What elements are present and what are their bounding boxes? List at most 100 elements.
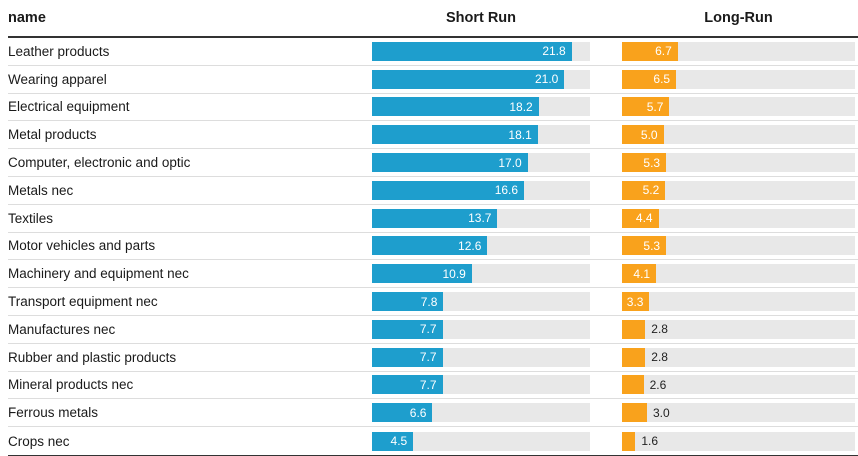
long-run-value-label-outside: 3.0 — [652, 405, 670, 420]
column-gap — [590, 121, 622, 148]
long-run-bar-track: 2.8 — [622, 319, 855, 339]
table-row: Motor vehicles and parts 12.6 5.3 — [8, 233, 858, 261]
header-row: name Short Run Long-Run — [8, 0, 858, 38]
short-run-bar-track: 16.6 — [372, 180, 590, 200]
column-gap — [590, 177, 622, 204]
row-label: Metal products — [8, 127, 97, 143]
long-run-bar-track: 6.7 — [622, 41, 855, 61]
long-run-bar: 4.1 — [622, 264, 657, 284]
long-run-bar — [622, 403, 647, 423]
row-label: Mineral products nec — [8, 377, 134, 393]
short-run-bar-track: 17.0 — [372, 153, 590, 173]
short-run-bar-track: 13.7 — [372, 208, 590, 228]
long-run-bar-track: 5.3 — [622, 236, 855, 256]
long-run-bar-track: 1.6 — [622, 431, 855, 451]
short-run-bar: 13.7 — [372, 208, 498, 228]
short-run-bar: 7.7 — [372, 375, 443, 395]
short-run-bar: 6.6 — [372, 403, 433, 423]
short-run-value-label: 7.7 — [419, 377, 437, 392]
long-run-bar: 3.3 — [622, 292, 650, 312]
table-row: Electrical equipment 18.2 5.7 — [8, 94, 858, 122]
column-gap — [590, 316, 622, 343]
long-run-value-label: 4.1 — [633, 266, 651, 281]
short-run-value-label: 4.5 — [390, 434, 408, 449]
short-run-bar-track: 7.7 — [372, 347, 590, 367]
row-label: Machinery and equipment nec — [8, 266, 189, 282]
long-run-bar-track: 5.2 — [622, 180, 855, 200]
long-run-value-label: 5.3 — [643, 238, 661, 253]
column-header-short-run: Short Run — [445, 10, 517, 26]
long-run-bar — [622, 319, 646, 339]
table-row: Metals nec 16.6 5.2 — [8, 177, 858, 205]
column-gap — [590, 233, 622, 260]
short-run-value-label: 21.8 — [542, 44, 566, 59]
column-gap — [590, 427, 622, 455]
long-run-bar: 5.7 — [622, 97, 670, 117]
long-run-value-label: 5.2 — [642, 183, 660, 198]
long-run-value-label-outside: 1.6 — [641, 434, 658, 449]
table-row: Computer, electronic and optic 17.0 5.3 — [8, 149, 858, 177]
column-header-name: name — [8, 10, 46, 26]
row-label: Transport equipment nec — [8, 294, 158, 310]
short-run-value-label: 6.6 — [409, 405, 427, 420]
long-run-bar-track: 3.3 — [622, 292, 855, 312]
short-run-value-label: 18.2 — [509, 99, 533, 114]
long-run-bar: 5.3 — [622, 236, 667, 256]
long-run-bar: 5.3 — [622, 153, 667, 173]
long-run-value-label: 6.7 — [655, 44, 672, 59]
short-run-bar: 18.2 — [372, 97, 539, 117]
row-label: Manufactures nec — [8, 321, 116, 337]
table-row: Mineral products nec 7.7 2.6 — [8, 372, 858, 400]
long-run-value-label: 5.0 — [640, 127, 658, 142]
short-run-bar-track: 7.7 — [372, 375, 590, 395]
long-run-bar-track: 6.5 — [622, 69, 855, 89]
long-run-bar: 6.7 — [622, 41, 678, 61]
short-run-bar-track: 18.1 — [372, 125, 590, 145]
table-row: Textiles 13.7 4.4 — [8, 205, 858, 233]
short-run-value-label: 21.0 — [534, 72, 559, 87]
row-label: Crops nec — [8, 433, 70, 449]
table-row: Rubber and plastic products 7.7 2.8 — [8, 344, 858, 372]
short-run-bar-track: 21.0 — [372, 69, 590, 89]
short-run-value-label: 7.8 — [420, 294, 438, 309]
long-run-bar — [622, 431, 636, 451]
column-gap — [590, 149, 622, 176]
short-run-bar: 12.6 — [372, 236, 488, 256]
row-label: Wearing apparel — [8, 71, 107, 87]
row-label: Ferrous metals — [8, 405, 99, 421]
long-run-value-label: 5.3 — [643, 155, 661, 170]
short-run-bar: 21.0 — [372, 69, 565, 89]
row-label: Electrical equipment — [8, 99, 130, 115]
long-run-bar-track: 5.0 — [622, 125, 855, 145]
long-run-bar-track: 4.1 — [622, 264, 855, 284]
table-body: Leather products 21.8 6.7 Wearing appare… — [8, 38, 858, 456]
column-gap — [590, 344, 622, 371]
long-run-value-label: 5.7 — [646, 99, 664, 114]
short-run-value-label: 10.9 — [442, 266, 466, 281]
short-run-bar-track: 12.6 — [372, 236, 590, 256]
short-run-value-label: 17.0 — [498, 155, 522, 170]
short-run-value-label: 7.7 — [419, 322, 437, 337]
row-label: Computer, electronic and optic — [8, 155, 191, 171]
long-run-value-label-outside: 2.8 — [651, 350, 668, 365]
table-row: Leather products 21.8 6.7 — [8, 38, 858, 66]
row-label: Metals nec — [8, 182, 74, 198]
table-row: Manufactures nec 7.7 2.8 — [8, 316, 858, 344]
long-run-bar-track: 2.8 — [622, 347, 855, 367]
row-label: Textiles — [8, 210, 54, 226]
table-row: Wearing apparel 21.0 6.5 — [8, 66, 858, 94]
column-gap — [590, 260, 622, 287]
short-run-bar-track: 21.8 — [372, 41, 590, 61]
short-run-bar-track: 4.5 — [372, 431, 590, 451]
column-gap — [590, 38, 622, 65]
table-row: Machinery and equipment nec 10.9 4.1 — [8, 260, 858, 289]
short-run-bar-track: 6.6 — [372, 403, 590, 423]
long-run-bar: 4.4 — [622, 208, 659, 228]
long-run-value-label: 4.4 — [635, 211, 653, 226]
long-run-bar-track: 3.0 — [622, 403, 855, 423]
short-run-value-label: 7.7 — [419, 350, 437, 365]
short-run-bar-track: 10.9 — [372, 264, 590, 284]
long-run-bar: 5.2 — [622, 180, 666, 200]
table-row: Ferrous metals 6.6 3.0 — [8, 399, 858, 428]
long-run-value-label-outside: 2.8 — [651, 322, 668, 337]
